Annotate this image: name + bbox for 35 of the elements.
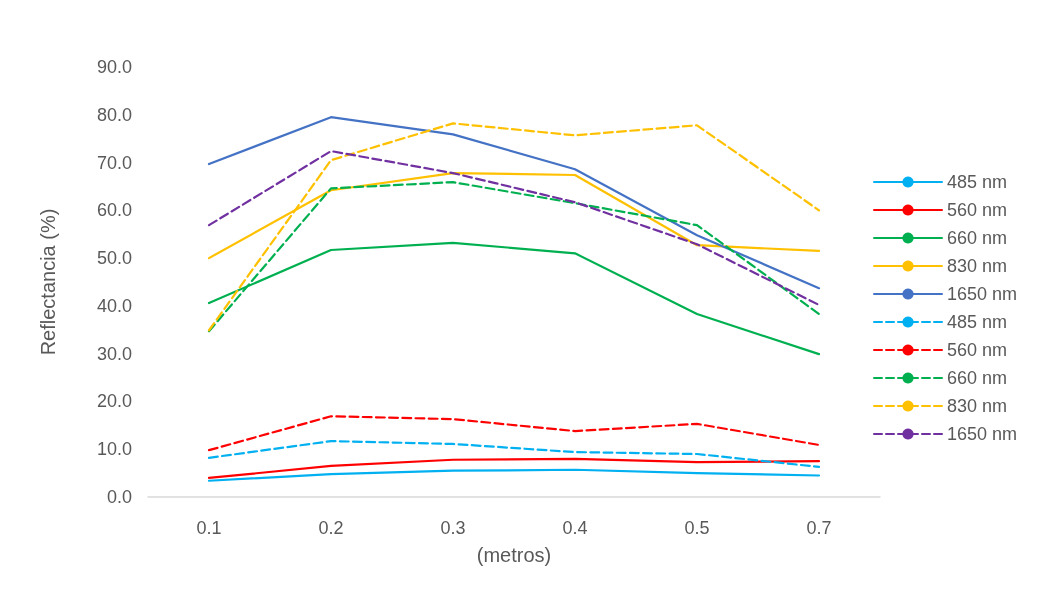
legend-label: 660 nm <box>947 368 1008 388</box>
line-series <box>207 440 821 468</box>
legend-label: 485 nm <box>947 172 1008 192</box>
y-tick-label: 0.0 <box>106 487 132 507</box>
line-series <box>207 122 821 332</box>
legend-label: 485 nm <box>947 312 1008 332</box>
x-axis-title: (metros) <box>476 544 552 566</box>
y-tick-label: 30.0 <box>96 343 132 364</box>
line-series <box>207 415 821 452</box>
line-series <box>207 149 821 307</box>
legend-label: 830 nm <box>947 396 1008 416</box>
y-tick-label: 90.0 <box>96 57 132 77</box>
y-tick-label: 60.0 <box>96 200 132 221</box>
legend-label: 830 nm <box>947 256 1008 276</box>
x-tick-label: 0.7 <box>806 518 832 538</box>
line-series <box>207 116 821 290</box>
x-tick-label: 0.2 <box>318 518 344 538</box>
y-tick-label: 10.0 <box>96 439 132 460</box>
x-tick-label: 0.4 <box>562 518 588 538</box>
line-series <box>207 457 821 479</box>
y-tick-label: 20.0 <box>96 391 132 412</box>
x-tick-label: 0.5 <box>684 518 710 538</box>
y-axis-title: Reflectancia (%) <box>37 208 59 356</box>
legend-label: 1650 nm <box>947 424 1018 444</box>
legend-label: 660 nm <box>947 228 1008 248</box>
line-series <box>207 468 821 482</box>
y-tick-label: 80.0 <box>96 104 132 125</box>
y-tick-label: 40.0 <box>96 295 132 316</box>
y-tick-label: 70.0 <box>96 152 132 173</box>
x-tick-label: 0.3 <box>440 518 466 538</box>
legend-label: 1650 nm <box>947 284 1018 304</box>
legend-label: 560 nm <box>947 340 1008 360</box>
legend-label: 560 nm <box>947 200 1008 220</box>
x-tick-label: 0.1 <box>196 518 222 538</box>
y-tick-label: 50.0 <box>96 248 132 269</box>
